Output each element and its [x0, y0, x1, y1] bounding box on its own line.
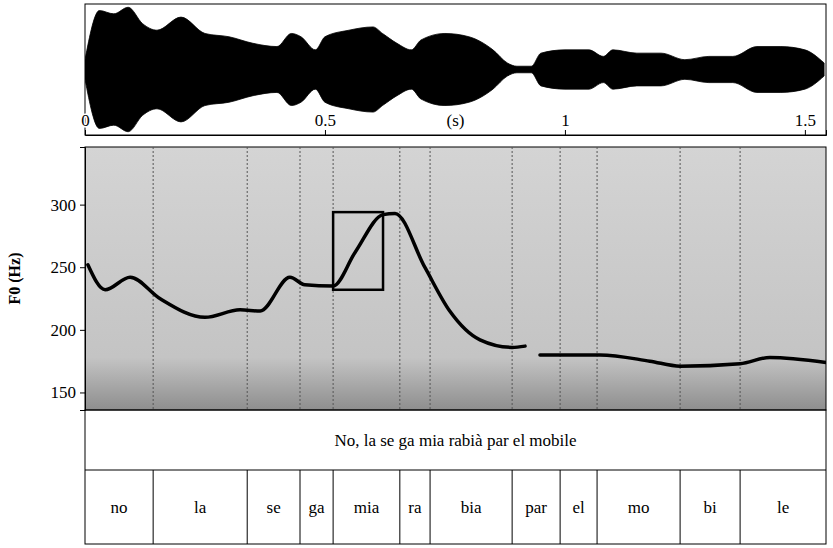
tier-boundary: [333, 470, 334, 544]
figure: 0 0.5 1 1.5 (s) 150 200 250 300 F0 (Hz) No, la se …: [0, 0, 833, 548]
tick-mark: [565, 130, 566, 135]
x-axis: 0 0.5 1 1.5: [81, 111, 826, 136]
waveform-marks: [85, 7, 824, 131]
boundary-line: [560, 147, 561, 410]
tier-boundary: [300, 470, 301, 544]
tier-boundary: [680, 470, 681, 544]
syllable-label: se: [267, 498, 281, 517]
f0-marks: [88, 147, 826, 410]
syllable-label: la: [194, 498, 207, 517]
tick-label: 200: [51, 321, 77, 340]
tick-mark: [80, 205, 85, 206]
axis-line: [80, 148, 86, 411]
boundary-line: [597, 147, 598, 410]
syllable-label: el: [572, 498, 585, 517]
tick-mark: [325, 130, 326, 135]
tick-mark: [80, 392, 85, 393]
syllable-label: ga: [309, 498, 326, 517]
syllable-label: le: [777, 498, 789, 517]
tier-boundary: [740, 470, 741, 544]
boundary-line: [153, 147, 154, 410]
boundary-line: [399, 147, 400, 410]
tick-label: 1: [561, 111, 570, 130]
boundary-line: [740, 147, 741, 410]
tick-mark: [85, 130, 86, 135]
syllable-label: mo: [628, 498, 650, 517]
spectrogram-frame: [85, 147, 826, 410]
tier-boundary: [512, 470, 513, 544]
f0-line: [88, 213, 826, 366]
syllable-label: par: [525, 498, 547, 517]
tick-mark: [80, 330, 85, 331]
syllable-label: bia: [461, 498, 482, 517]
x-axis-title: (s): [447, 111, 465, 130]
tick: 250: [51, 258, 86, 277]
waveform-frame: [85, 4, 826, 135]
tier-frame: [85, 410, 826, 544]
transcription: No, la se ga mia rabià par el mobile: [334, 431, 576, 450]
tick: 0: [81, 111, 90, 135]
tick-label: 1.5: [795, 111, 816, 130]
syllable-label: mia: [354, 498, 380, 517]
tick-mark: [80, 267, 85, 268]
axis-line: [86, 130, 827, 136]
tick: 150: [51, 383, 86, 402]
tick: 1.5: [795, 111, 816, 135]
tick: 0.5: [315, 111, 336, 135]
syllable-label: no: [111, 498, 128, 517]
boundary-line: [680, 147, 681, 410]
tick-label: 0.5: [315, 111, 336, 130]
tier-boundary: [399, 470, 400, 544]
y-axis: 150 200 250 300: [51, 148, 86, 411]
tick: 1: [561, 111, 570, 135]
tier-boundary: [430, 470, 431, 544]
syllable-label: bi: [703, 498, 717, 517]
tick-label: 0: [81, 111, 90, 130]
tier-boundary: [597, 470, 598, 544]
tier-boundary: [247, 470, 248, 544]
boundary-line: [247, 147, 248, 410]
tick-mark: [805, 130, 806, 135]
tier-divider: [85, 470, 826, 471]
waveform: [85, 7, 824, 131]
y-axis-title: F0 (Hz): [6, 253, 24, 305]
syllable-label: ra: [408, 498, 422, 517]
boundary-line: [300, 147, 301, 410]
tick-label: 300: [51, 196, 77, 215]
tier-boundary: [560, 470, 561, 544]
tick: 300: [51, 196, 86, 215]
tick-label: 250: [51, 258, 77, 277]
tier-boundary: [153, 470, 154, 544]
boundary-line: [512, 147, 513, 410]
tick: 200: [51, 321, 86, 340]
tick-label: 150: [51, 383, 77, 402]
